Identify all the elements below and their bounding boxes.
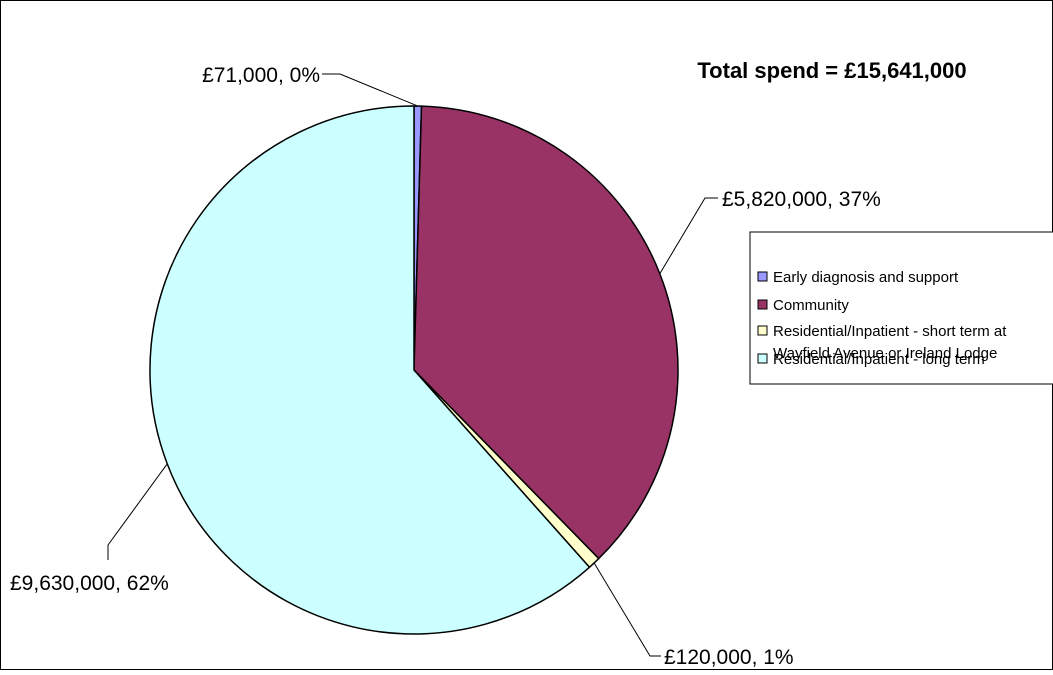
legend-swatch — [757, 325, 768, 336]
data-labels: £71,000, 0% £5,820,000, 37% £120,000, 1% £9… — [10, 64, 881, 669]
legend-swatch — [757, 271, 768, 282]
leader-line — [659, 197, 718, 274]
legend-swatch — [757, 353, 768, 364]
data-label: £71,000, 0% — [202, 64, 320, 87]
leader-lines — [107, 73, 718, 657]
data-label: £5,820,000, 37% — [722, 188, 881, 211]
data-label: £9,630,000, 62% — [10, 572, 169, 595]
chart-title: Total spend = £15,641,000 — [697, 58, 966, 83]
legend-entry-label: Residential/Inpatient - short term at — [773, 323, 1007, 340]
leader-line — [322, 73, 418, 107]
legend-entry-label: Community — [773, 297, 849, 314]
pie-slices — [149, 105, 679, 635]
legend: Early diagnosis and support Community Resi… — [749, 231, 1053, 385]
legend-entry-label: Residential/Inpatient - long term — [773, 351, 985, 368]
legend-entry-label: Early diagnosis and support — [773, 269, 959, 286]
leader-line — [593, 562, 661, 657]
legend-entry-label: Wayfield Avenue or Ireland Lodge — [773, 345, 997, 362]
leader-line — [107, 463, 168, 560]
legend-swatch — [757, 299, 768, 310]
data-label: £120,000, 1% — [664, 646, 794, 669]
legend-box — [749, 231, 1053, 385]
pie-slice — [149, 105, 591, 635]
